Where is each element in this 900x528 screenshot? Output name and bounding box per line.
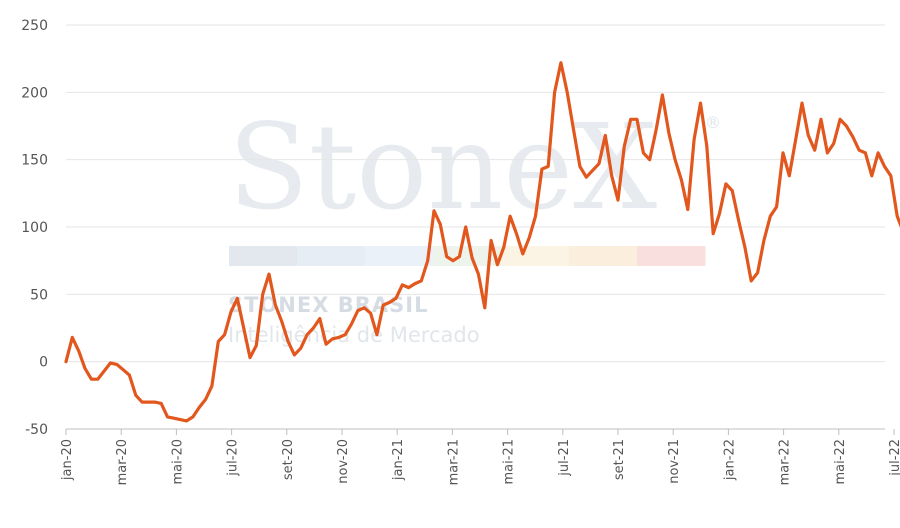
watermark: StoneX ® STONEX BRASIL Inteligência de M… <box>228 98 721 347</box>
x-tick-label: jan-20 <box>60 439 75 481</box>
x-tick-label: mar-20 <box>115 439 130 485</box>
x-tick-label: set-21 <box>612 439 627 480</box>
watermark-band-segment <box>569 246 638 266</box>
watermark-brand: StoneX <box>228 98 657 236</box>
x-tick-label: jan-22 <box>722 439 737 481</box>
y-tick-label: 250 <box>21 18 48 34</box>
watermark-band-segment <box>297 246 366 266</box>
x-tick-label: mar-22 <box>778 439 793 485</box>
y-tick-label: 0 <box>39 355 48 371</box>
x-tick-label: mai-22 <box>833 439 848 484</box>
x-tick-label: mai-20 <box>170 439 185 484</box>
x-tick-label: mai-21 <box>502 439 517 484</box>
x-tick-label: jul-22 <box>888 439 900 477</box>
watermark-color-band <box>229 246 706 266</box>
watermark-registered-mark: ® <box>705 113 721 132</box>
watermark-band-segment <box>501 246 570 266</box>
y-tick-label: 100 <box>21 220 48 236</box>
watermark-line2: Inteligência de Mercado <box>228 323 480 347</box>
y-tick-label: 50 <box>30 287 48 303</box>
watermark-band-segment <box>637 246 706 266</box>
x-tick-label: nov-21 <box>667 439 682 484</box>
y-tick-label: 150 <box>21 153 48 169</box>
series-group <box>64 61 900 423</box>
grid <box>66 24 885 430</box>
x-tick-label: mar-21 <box>446 439 461 485</box>
x-axis: jan-20 mar-20 mai-20 jul-20 set-20 nov-20 jan-… <box>60 429 900 485</box>
x-tick-label: jan-21 <box>391 439 406 481</box>
x-tick-label: jul-20 <box>226 439 241 477</box>
watermark-band-segment <box>365 246 434 266</box>
y-axis: -50 0 50 100 150 200 250 <box>21 18 885 438</box>
y-tick-label: 200 <box>21 85 48 101</box>
x-tick-label: jul-21 <box>557 439 572 477</box>
x-tick-label: set-20 <box>281 439 296 480</box>
watermark-band-segment <box>433 246 502 266</box>
series-line <box>64 61 900 423</box>
x-tick-label: nov-20 <box>336 439 351 484</box>
y-tick-label: -50 <box>25 422 48 438</box>
watermark-band-segment <box>229 246 298 266</box>
